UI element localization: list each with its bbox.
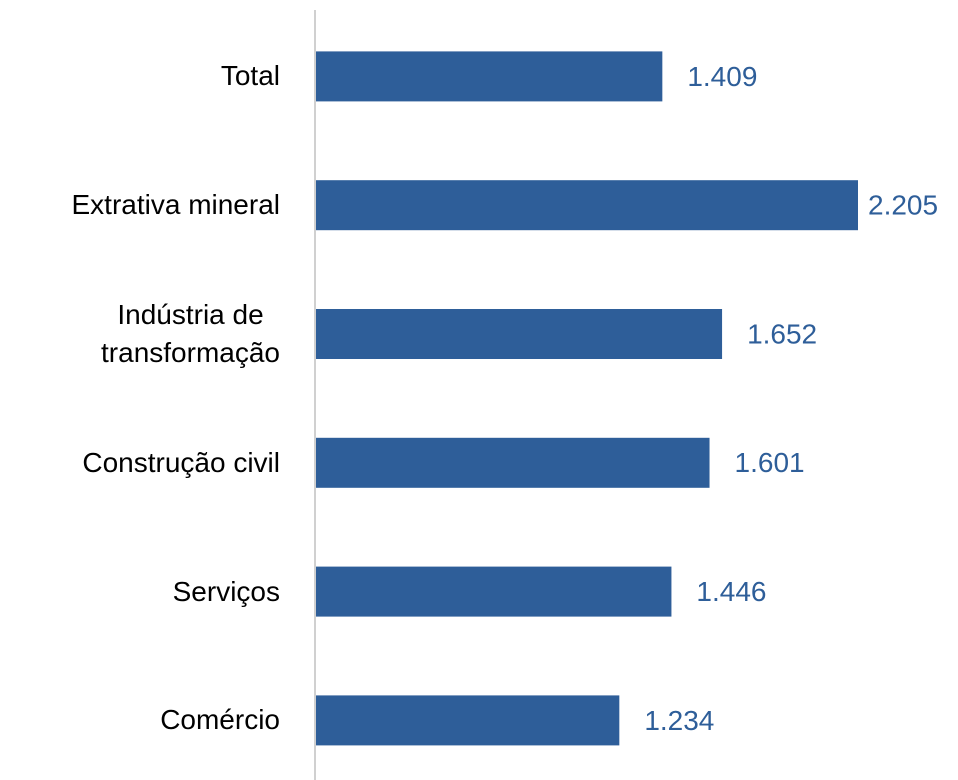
value-label: 1.652 [747,318,817,349]
bar [316,309,723,359]
bar [316,51,663,102]
value-label: 1.234 [644,705,714,736]
value-label: 1.601 [735,447,805,478]
value-label: 1.409 [687,61,757,92]
bar [316,180,858,231]
y-tick-label: Extrativa mineral [71,189,280,221]
y-tick-label: Indústria de transformação [101,299,280,368]
y-tick-label: Total [220,60,280,92]
value-label: 1.446 [696,576,766,607]
y-tick-label: Comércio [160,704,280,736]
value-label: 2.205 [868,190,938,221]
y-tick-label: Construção civil [82,446,280,478]
y-tick-label: Serviços [172,575,280,607]
bar [316,437,710,488]
bar [316,566,672,617]
bar [316,695,620,746]
